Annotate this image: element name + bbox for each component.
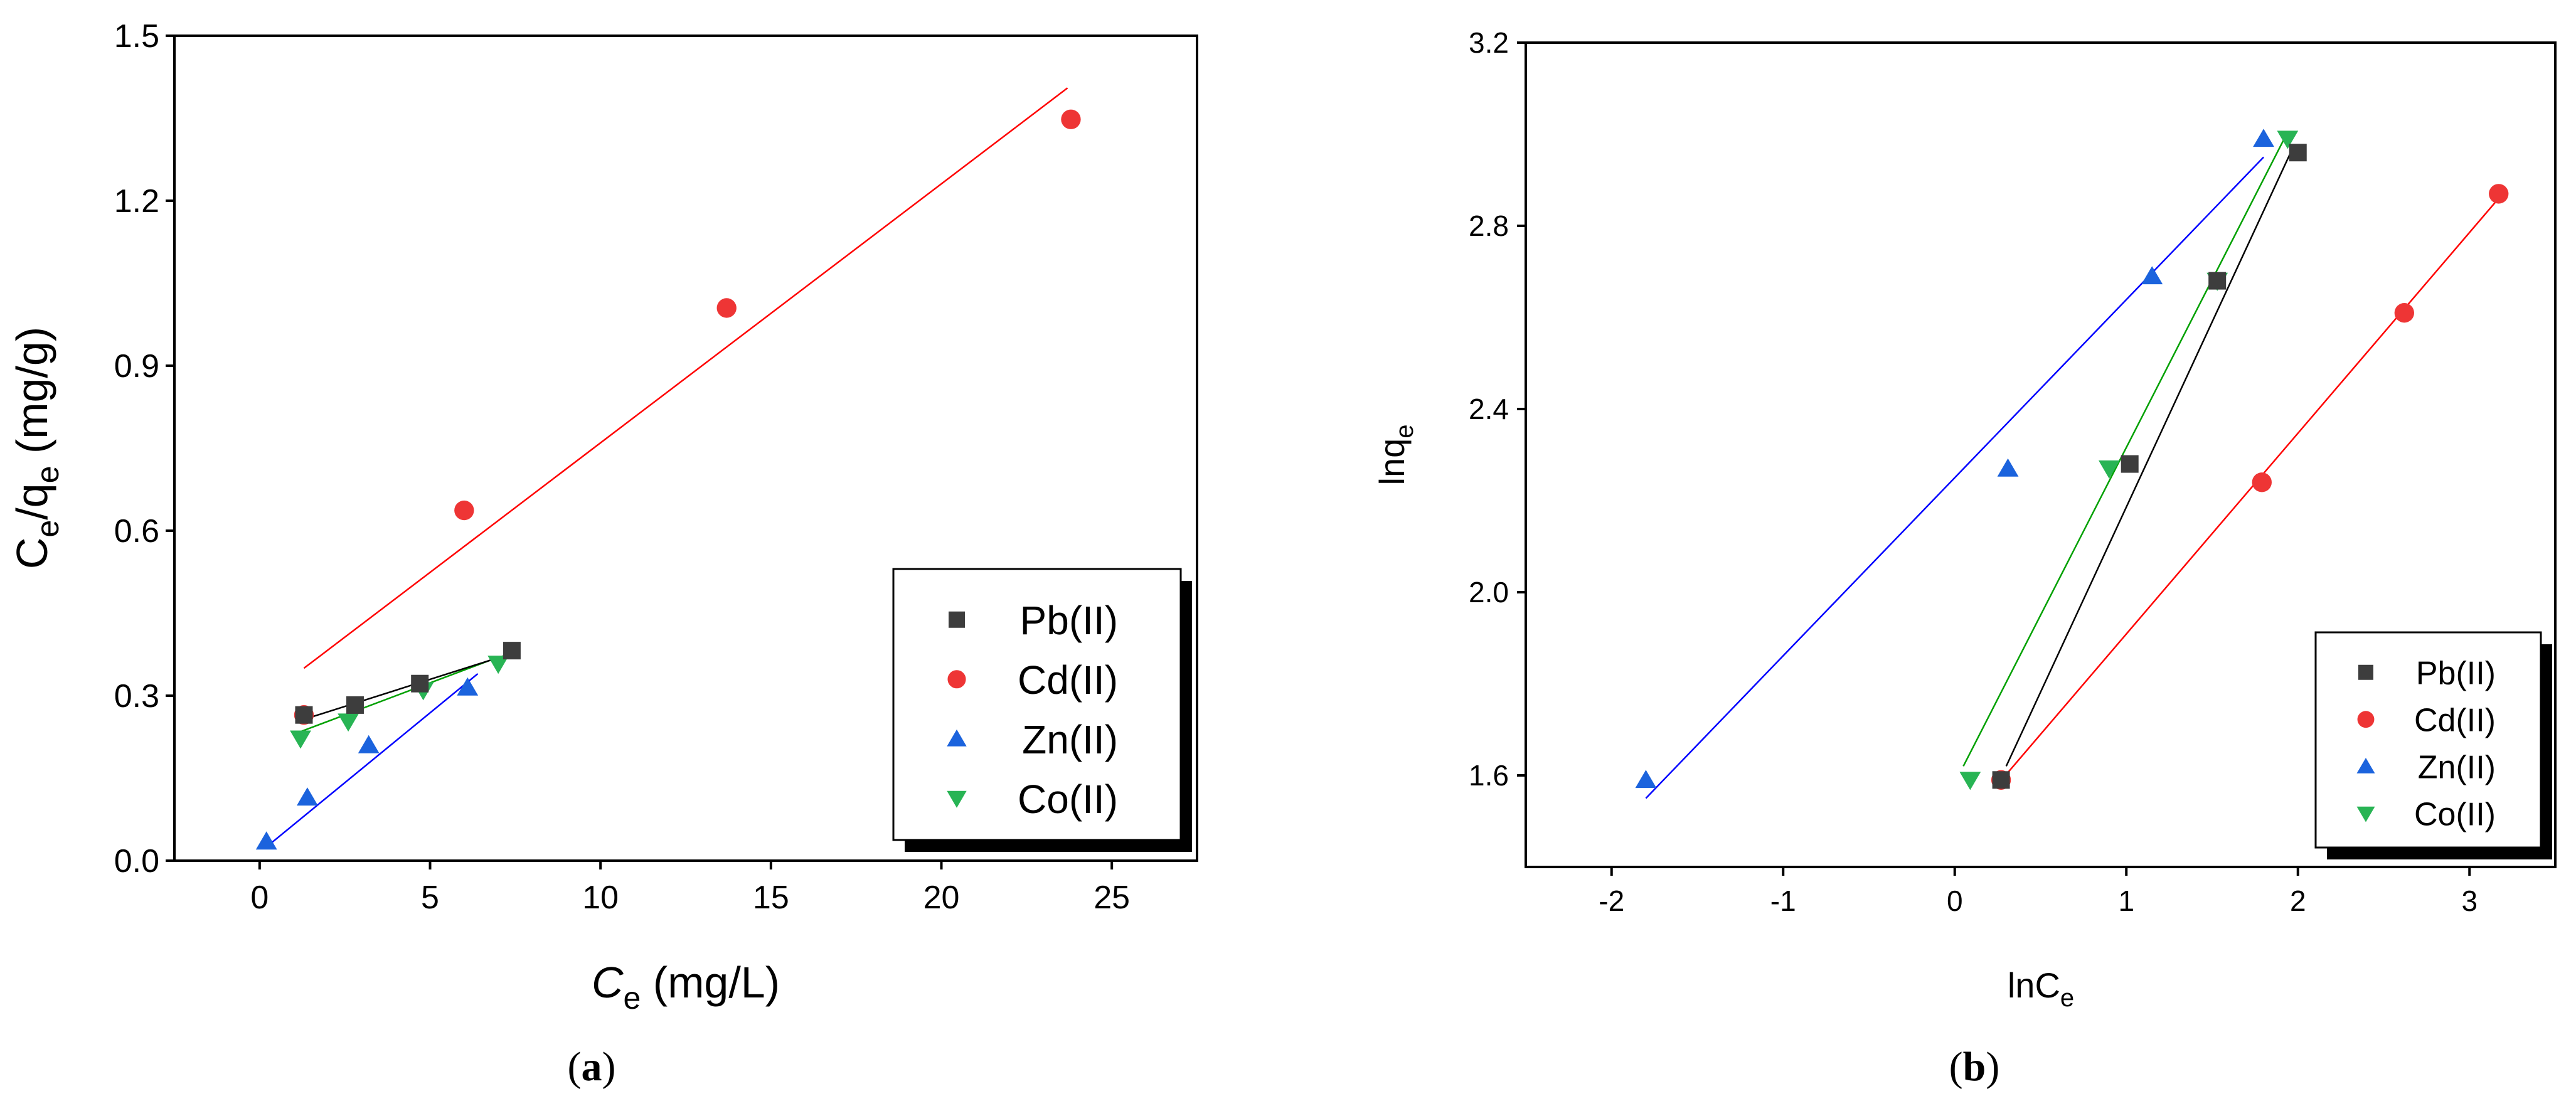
panel-a-legend-marker-coii (947, 790, 967, 808)
panel-a-point-cdii (1061, 109, 1081, 129)
panel-b-legend-label-cdii: Cd(II) (2414, 702, 2496, 738)
panel-b-y-axis-title: lnqe (1372, 425, 1418, 486)
panel-a-y-tick-label: 0.6 (114, 513, 159, 550)
panel-a-plot-frame (173, 35, 1198, 862)
panel-a-x-tick-label: 15 (753, 880, 789, 916)
panel-b-y-tick-label: 2.4 (1469, 393, 1509, 425)
panel-a-point-cdii (454, 500, 474, 521)
panel-b-fit-line-coii (1962, 138, 2285, 767)
panel-a-fit-lines (265, 87, 1068, 848)
panel-b-point-znii (1997, 458, 2019, 477)
panel-a-fit-line-pbii (300, 654, 509, 721)
panel-a-legend-label-znii: Zn(II) (1022, 717, 1118, 762)
panel-a-caption: (a) (568, 1044, 616, 1090)
panel-b-point-znii (1635, 770, 1657, 789)
panel-b-y-tick-label: 2.8 (1469, 210, 1509, 242)
panel-a-point-znii (255, 831, 277, 850)
panel-a-point-znii (296, 787, 318, 806)
panel-a-y-tick-label: 0.9 (114, 348, 159, 385)
panel-b-fit-line-znii (1645, 156, 2264, 799)
panel-b-point-znii (2141, 266, 2163, 285)
panel-b-point-pbii (2208, 272, 2227, 290)
panel-b-plot-frame (1525, 41, 2557, 868)
panel-a-legend-label-cdii: Cd(II) (1018, 657, 1118, 703)
panel-b-legend-marker-coii (2356, 806, 2375, 822)
panel-a-point-pbii (346, 696, 364, 714)
panel-b-point-pbii (1992, 771, 2010, 789)
panel-a-x-tick-label: 0 (250, 880, 269, 916)
panel-b-x-tick-label: 1 (2118, 885, 2134, 917)
panel-a-y-tick-label: 1.2 (114, 183, 159, 220)
panel-b-fit-lines (1645, 138, 2499, 799)
panel-a: 0 5 10 15 20 25 0.0 0.3 0.6 0.9 1.2 1.5 Ce (mg/L) C… (8, 18, 1198, 1090)
panel-b-point-znii (2253, 129, 2274, 147)
panel-b-legend-marker-znii (2356, 757, 2375, 773)
panel-a-ticks: 0 5 10 15 20 25 0.0 0.3 0.6 0.9 1.2 1.5 (114, 18, 1130, 916)
panel-a-x-axis-title: Ce (mg/L) (592, 958, 780, 1016)
panel-b-y-tick-label: 2.0 (1469, 576, 1509, 609)
panel-a-fit-line-cdii (303, 87, 1068, 669)
panel-b-legend-items: Pb(II) Cd(II) Zn(II) Co(II) (2356, 655, 2496, 832)
panel-b-point-pbii (2121, 455, 2139, 473)
panel-b-point-cdii (2489, 184, 2509, 204)
panel-a-legend-marker-znii (947, 729, 967, 747)
panel-a-fit-line-znii (265, 672, 479, 848)
panel-b-legend-marker-cdii (2357, 711, 2375, 728)
panel-a-y-axis-title: Ce/qe (mg/g) (8, 327, 65, 569)
panel-a-legend-label-coii: Co(II) (1018, 777, 1118, 822)
panel-a-point-pbii (411, 674, 429, 693)
panel-a-y-tick-label: 1.5 (114, 18, 159, 55)
panel-a-fit-line-coii (293, 656, 499, 735)
panel-a-point-pbii (503, 642, 521, 660)
panel-a-legend: Pb(II) Cd(II) Zn(II) Co(II) (892, 568, 1192, 852)
panel-b-point-coii (2277, 130, 2299, 149)
panel-b-caption: (b) (1949, 1044, 2000, 1090)
panel-a-legend-marker-cdii (947, 670, 966, 689)
panel-b-legend-box (2314, 631, 2542, 849)
panel-b-x-tick-label: 3 (2461, 885, 2478, 917)
panel-a-legend-label-pbii: Pb(II) (1020, 598, 1118, 643)
panel-b-point-coii (2098, 460, 2120, 479)
panel-a-point-coii (290, 730, 311, 749)
panel-b-data-points (1635, 129, 2509, 790)
panel-b-fit-line-cdii (1997, 198, 2499, 785)
panel-a-x-tick-label: 10 (582, 880, 619, 916)
panel-b-x-tick-label: 0 (1947, 885, 1963, 917)
panel-b-legend-marker-pbii (2358, 664, 2373, 680)
panel-b-legend-label-pbii: Pb(II) (2416, 655, 2496, 691)
panel-a-point-znii (457, 677, 479, 696)
panel-a-point-coii (338, 713, 359, 732)
panel-a-legend-items: Pb(II) Cd(II) Zn(II) Co(II) (947, 598, 1118, 822)
panel-a-legend-marker-pbii (949, 611, 965, 628)
panel-a-legend-box (892, 568, 1182, 841)
panel-a-point-pbii (295, 706, 313, 724)
panel-b-legend-label-znii: Zn(II) (2418, 749, 2496, 785)
panel-b-point-cdii (2394, 303, 2415, 323)
panel-a-data-points (255, 109, 1081, 850)
panel-b-x-tick-label: -2 (1599, 885, 1624, 917)
panel-b-ticks: -2 -1 0 1 2 3 1.6 2.0 2.4 2.8 3.2 (1469, 26, 2478, 917)
panel-b-x-tick-label: 2 (2290, 885, 2306, 917)
panel-a-point-znii (358, 735, 380, 753)
panel-b-x-tick-label: -1 (1770, 885, 1796, 917)
panel-b-point-pbii (2289, 144, 2307, 162)
panel-b-legend: Pb(II) Cd(II) Zn(II) Co(II) (2314, 631, 2552, 859)
panel-a-y-tick-label: 0.0 (114, 843, 159, 880)
panel-b-fit-line-pbii (2005, 147, 2294, 767)
panel-a-point-coii (487, 656, 509, 674)
panel-b-y-tick-label: 3.2 (1469, 26, 1509, 59)
panel-a-y-tick-label: 0.3 (114, 678, 159, 715)
panel-a-x-tick-label: 5 (421, 880, 439, 916)
panel-b-x-axis-title: lnCe (2008, 965, 2074, 1012)
panel-a-x-tick-label: 25 (1094, 880, 1130, 916)
panel-b-y-tick-label: 1.6 (1469, 759, 1509, 792)
panel-a-x-tick-label: 20 (923, 880, 960, 916)
panel-b-point-coii (1959, 772, 1981, 790)
panel-a-point-cdii (716, 298, 737, 318)
panel-b-legend-label-coii: Co(II) (2414, 796, 2496, 832)
panel-b-point-cdii (2252, 472, 2272, 492)
panel-b: -2 -1 0 1 2 3 1.6 2.0 2.4 2.8 3.2 lnCe lnqe Pb(II)… (1372, 26, 2557, 1090)
